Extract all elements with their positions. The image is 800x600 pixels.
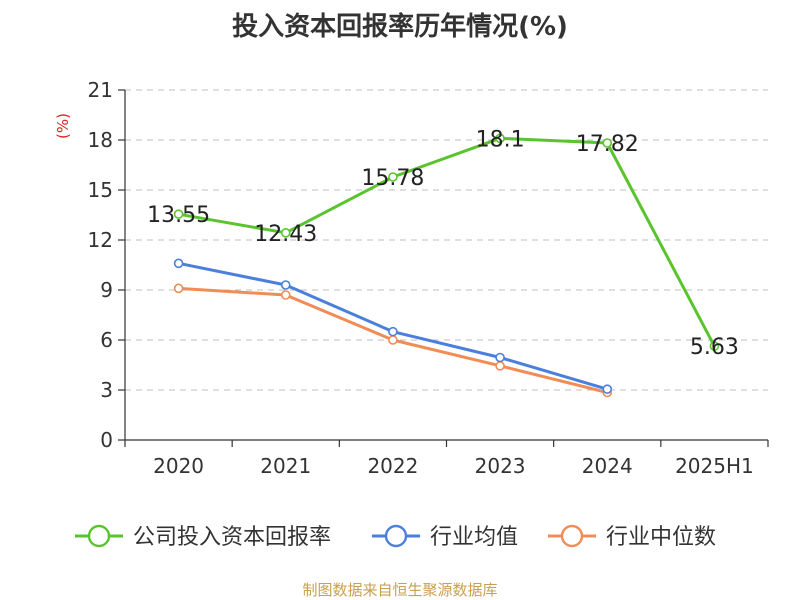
series-lines [173, 133, 720, 398]
y-tick-label: 18 [88, 128, 113, 152]
series-line [178, 136, 716, 347]
y-tick-label: 0 [100, 428, 113, 452]
y-tick-label: 6 [100, 328, 113, 352]
source-note: 制图数据来自恒生聚源数据库 [302, 581, 498, 599]
legend-label: 公司投入资本回报率 [133, 525, 331, 550]
x-tick-label: 2024 [582, 454, 633, 478]
x-tick-label: 2022 [367, 454, 418, 478]
data-labels: 13.55 12.43 15.78 18.1 17.82 5.63 [147, 127, 739, 360]
legend-circle-marker [87, 524, 111, 548]
y-tick-label: 21 [88, 78, 113, 102]
legend-label: 行业均值 [430, 525, 518, 550]
data-point [280, 228, 291, 238]
x-tick-label: 2023 [475, 454, 526, 478]
y-tick-label: 3 [100, 378, 113, 402]
data-label: 18.1 [476, 127, 525, 152]
data-point [280, 290, 291, 300]
data-point [173, 283, 184, 294]
legend-circle-marker [384, 524, 408, 548]
axes: 0 3 6 9 12 15 18 21 2020 2021 2022 2023 2024 2025H1 [88, 78, 769, 478]
x-tick-label: 2025H1 [675, 454, 754, 478]
legend-label: 行业中位数 [606, 525, 716, 550]
data-point [495, 361, 505, 371]
data-point [388, 326, 398, 337]
data-label: 17.82 [576, 132, 639, 157]
data-label: 13.55 [147, 203, 210, 228]
data-point [388, 172, 398, 182]
gridlines [125, 89, 768, 391]
data-point [495, 133, 505, 144]
y-tick-label: 12 [88, 228, 113, 252]
data-point [709, 341, 720, 351]
data-point [602, 384, 613, 394]
y-tick-label: 9 [100, 278, 113, 302]
chart-title: 投入资本回报率历年情况(%) [232, 12, 568, 42]
data-label: 15.78 [361, 166, 424, 191]
data-point [173, 258, 184, 269]
data-point [602, 138, 613, 148]
data-point [173, 209, 184, 219]
data-point [495, 352, 505, 363]
legend: 公司投入资本回报率 行业均值 行业中位数 [75, 524, 716, 550]
data-label: 12.43 [254, 222, 317, 247]
data-point [280, 280, 291, 290]
y-tick-label: 15 [88, 178, 113, 202]
series-line [178, 261, 608, 391]
data-point [388, 335, 398, 345]
legend-circle-marker [560, 524, 584, 548]
x-tick-label: 2021 [260, 454, 311, 478]
y-axis-unit-label: (%) [54, 113, 72, 139]
x-tick-label: 2020 [153, 454, 204, 478]
data-label: 5.63 [690, 335, 739, 360]
